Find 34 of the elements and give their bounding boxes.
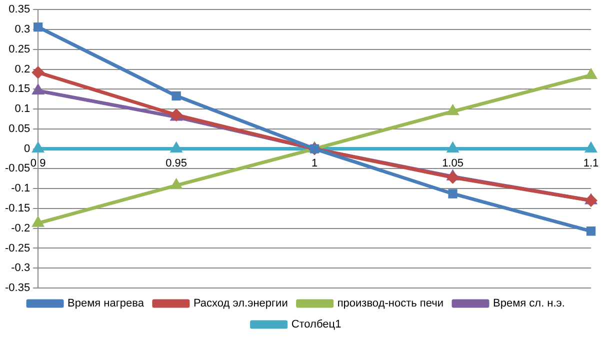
y-tick-label: -0.35 — [4, 282, 30, 294]
y-tick-label: -0.3 — [11, 262, 30, 274]
legend-label: Расход эл.энергии — [193, 298, 288, 310]
point — [448, 189, 458, 198]
legend-label: Время сл. н.э. — [492, 298, 565, 310]
x-tick-label: 1.1 — [583, 157, 599, 170]
point — [32, 66, 44, 78]
x-tick-label: 1 — [311, 157, 318, 170]
y-tick-label: 0 — [24, 142, 30, 155]
x-tick-label: 1.05 — [442, 157, 464, 170]
y-tick-label: 0.25 — [8, 43, 30, 56]
point — [447, 172, 459, 184]
y-tick-label: -0.2 — [11, 222, 30, 234]
y-tick-label: 0.35 — [8, 4, 30, 16]
point — [32, 84, 44, 94]
y-tick-label: 0.15 — [8, 83, 30, 96]
point — [32, 217, 44, 227]
y-tick-label: -0.1 — [11, 182, 30, 195]
y-tick-label: -0.25 — [4, 242, 30, 254]
legend-label: Время нагрева — [68, 298, 145, 310]
point — [33, 22, 43, 32]
point — [172, 91, 181, 100]
y-tick-label: 0.2 — [14, 63, 30, 76]
y-tick-label: 0.3 — [14, 24, 30, 36]
point — [586, 226, 596, 236]
legend-label: производ-ность печи — [337, 298, 444, 310]
y-tick-label: 0.1 — [14, 103, 30, 116]
y-tick-label: -0.15 — [4, 202, 30, 214]
legend-label: Столбец1 — [291, 318, 342, 331]
x-tick-label: 0.9 — [30, 157, 46, 170]
y-tick-label: 0.05 — [8, 122, 30, 135]
y-tick-label: -0.05 — [4, 162, 30, 175]
point — [586, 69, 596, 79]
x-tick-label: 0.95 — [166, 157, 188, 170]
